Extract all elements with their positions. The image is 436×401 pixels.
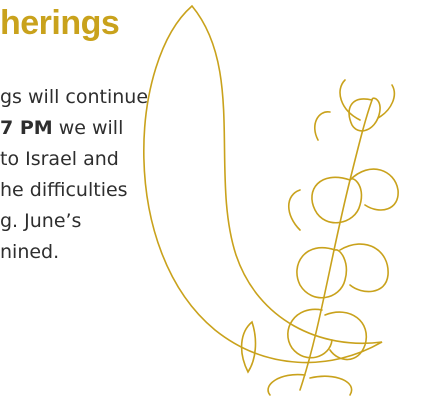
text-line: to Israel and [0,144,148,175]
text-line: 7 PM we will [0,113,148,144]
text-line: nined. [0,237,148,268]
paragraph: gs will continue 7 PM we will to Israel an… [0,82,148,268]
page: herings gs will continue 7 PM we will to I… [0,0,436,401]
text: gs will continue [0,86,148,108]
text: g. June’s [0,210,81,232]
bold-text: 7 PM [0,117,53,139]
heading: herings [0,4,119,43]
text: nined. [0,241,59,263]
text-line: g. June’s [0,206,148,237]
text-line: he difficulties [0,175,148,206]
text: to Israel and [0,148,119,170]
text: he difficulties [0,179,128,201]
crescent-moon [144,6,382,363]
flowers [242,80,399,395]
text: we will [59,117,124,139]
text-line: gs will continue [0,82,148,113]
